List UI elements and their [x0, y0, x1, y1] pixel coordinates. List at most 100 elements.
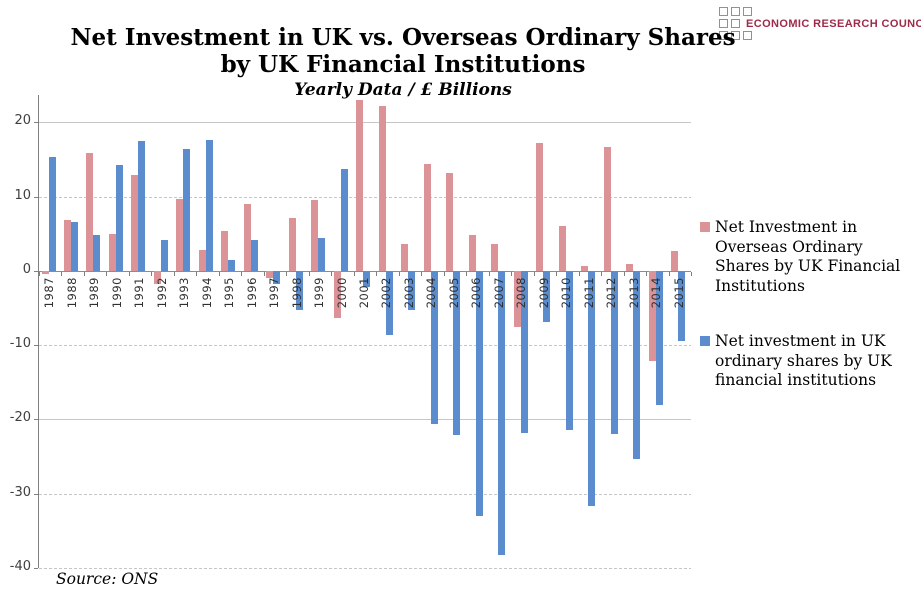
erc-logo: ECONOMIC RESEARCH COUNCIL: [719, 7, 921, 43]
x-axis-tick: [466, 271, 468, 276]
x-axis-tick: [128, 271, 130, 276]
logo-square-icon: [719, 31, 728, 40]
x-axis-tick: [218, 271, 220, 276]
y-axis-tick: [34, 270, 38, 272]
gridline--20: [39, 419, 691, 421]
x-axis-tick: [106, 271, 108, 276]
source-note: Source: ONS: [56, 570, 159, 588]
bar-uk-1990: [115, 164, 123, 271]
x-axis-tick: [511, 271, 513, 276]
x-tick-label-1987: 1987: [42, 276, 57, 309]
bar-overseas-2007: [491, 244, 499, 271]
bar-uk-1995: [228, 259, 236, 271]
bar-overseas-2006: [468, 234, 476, 271]
x-tick-label-2006: 2006: [469, 276, 484, 309]
erc-logo-text: ECONOMIC RESEARCH COUNCIL: [746, 17, 921, 30]
y-axis-label: 0: [22, 261, 31, 277]
x-tick-label-2014: 2014: [649, 276, 664, 309]
bar-overseas-1987: [41, 270, 49, 274]
bar-uk-2010: [565, 270, 573, 430]
chart-subtitle: Yearly Data / £ Billions: [294, 80, 512, 101]
x-axis-tick: [331, 271, 333, 276]
x-axis-tick: [173, 271, 175, 276]
x-axis-tick: [196, 271, 198, 276]
gridline--30: [39, 493, 691, 495]
bar-uk-1996: [250, 239, 258, 271]
erc-logo-row-bottom: [719, 31, 915, 40]
x-axis-tick: [601, 271, 603, 276]
logo-square-icon: [731, 31, 740, 40]
x-axis-tick: [668, 271, 670, 276]
x-axis-tick: [646, 271, 648, 276]
title-block: Net Investment in UK vs. Overseas Ordina…: [0, 24, 806, 100]
bar-overseas-1997: [266, 270, 274, 279]
bar-uk-2006: [475, 270, 483, 516]
bar-uk-2000: [340, 168, 348, 271]
bar-uk-2014: [655, 270, 663, 405]
x-axis-tick: [488, 271, 490, 276]
x-tick-label-1999: 1999: [312, 276, 327, 309]
bar-overseas-2008: [513, 270, 521, 328]
x-tick-label-2012: 2012: [604, 276, 619, 309]
y-axis-tick: [34, 196, 38, 198]
x-tick-label-1994: 1994: [199, 276, 214, 309]
x-tick-label-1992: 1992: [154, 276, 169, 309]
bar-uk-1994: [205, 140, 213, 271]
bar-overseas-1992: [153, 270, 161, 284]
x-tick-label-2003: 2003: [401, 276, 416, 309]
legend-item-uk: Net investment in UK ordinary shares by …: [700, 332, 916, 391]
x-tick-label-2007: 2007: [491, 276, 506, 309]
erc-logo-row-top: [719, 7, 915, 16]
bar-uk-1988: [70, 221, 78, 271]
y-axis-tick: [34, 568, 38, 569]
x-axis-tick: [421, 271, 423, 276]
x-tick-label-1993: 1993: [177, 276, 192, 309]
x-axis-tick: [263, 271, 265, 276]
bar-overseas-2013: [626, 263, 634, 271]
bar-overseas-1990: [108, 233, 116, 271]
x-axis-tick: [241, 271, 243, 276]
gridline--10: [39, 345, 691, 347]
bar-overseas-2005: [446, 172, 454, 271]
plot-area: 1987 1988 1989 1990 1991 1992 1993 1994 1995 1996…: [38, 95, 692, 569]
bar-overseas-2002: [378, 106, 386, 271]
y-axis-label: -30: [9, 484, 31, 500]
x-tick-label-1988: 1988: [64, 276, 79, 309]
x-axis-tick: [533, 271, 535, 276]
bar-overseas-2009: [536, 142, 544, 271]
bar-overseas-1993: [176, 198, 184, 271]
bar-uk-2011: [588, 270, 596, 507]
bar-uk-2005: [453, 270, 461, 436]
chart-title-line1: Net Investment in UK vs. Overseas Ordina…: [70, 24, 736, 51]
x-tick-label-1991: 1991: [132, 276, 147, 309]
x-tick-label-2009: 2009: [536, 276, 551, 309]
x-tick-label-1996: 1996: [244, 276, 259, 309]
bar-uk-1992: [160, 239, 168, 271]
x-tick-label-2011: 2011: [581, 276, 596, 309]
bar-overseas-2003: [401, 243, 409, 271]
bar-uk-2007: [498, 270, 506, 555]
logo-square-icon: [731, 19, 740, 28]
x-tick-label-2001: 2001: [357, 276, 371, 309]
x-axis-tick: [151, 271, 153, 276]
bar-uk-2004: [430, 270, 438, 424]
x-axis-tick: [39, 271, 40, 276]
x-tick-label-1995: 1995: [222, 276, 237, 309]
x-tick-label-2000: 2000: [334, 276, 349, 309]
gridline-10: [39, 196, 691, 198]
bar-overseas-2010: [558, 226, 566, 271]
x-tick-label-1998: 1998: [289, 276, 304, 309]
logo-square-icon: [719, 19, 728, 28]
x-axis-tick: [61, 271, 63, 276]
y-axis-label: -40: [9, 559, 31, 574]
x-axis-tick: [623, 271, 625, 276]
bar-uk-1997: [273, 270, 281, 284]
y-axis-label: 10: [14, 187, 31, 203]
bar-overseas-2014: [648, 270, 656, 361]
legend-item-overseas: Net Investment in Overseas Ordinary Shar…: [700, 218, 916, 296]
bar-uk-2003: [408, 270, 416, 310]
bar-overseas-1991: [131, 175, 139, 271]
bar-uk-1998: [295, 270, 303, 310]
bar-uk-1999: [318, 237, 326, 271]
